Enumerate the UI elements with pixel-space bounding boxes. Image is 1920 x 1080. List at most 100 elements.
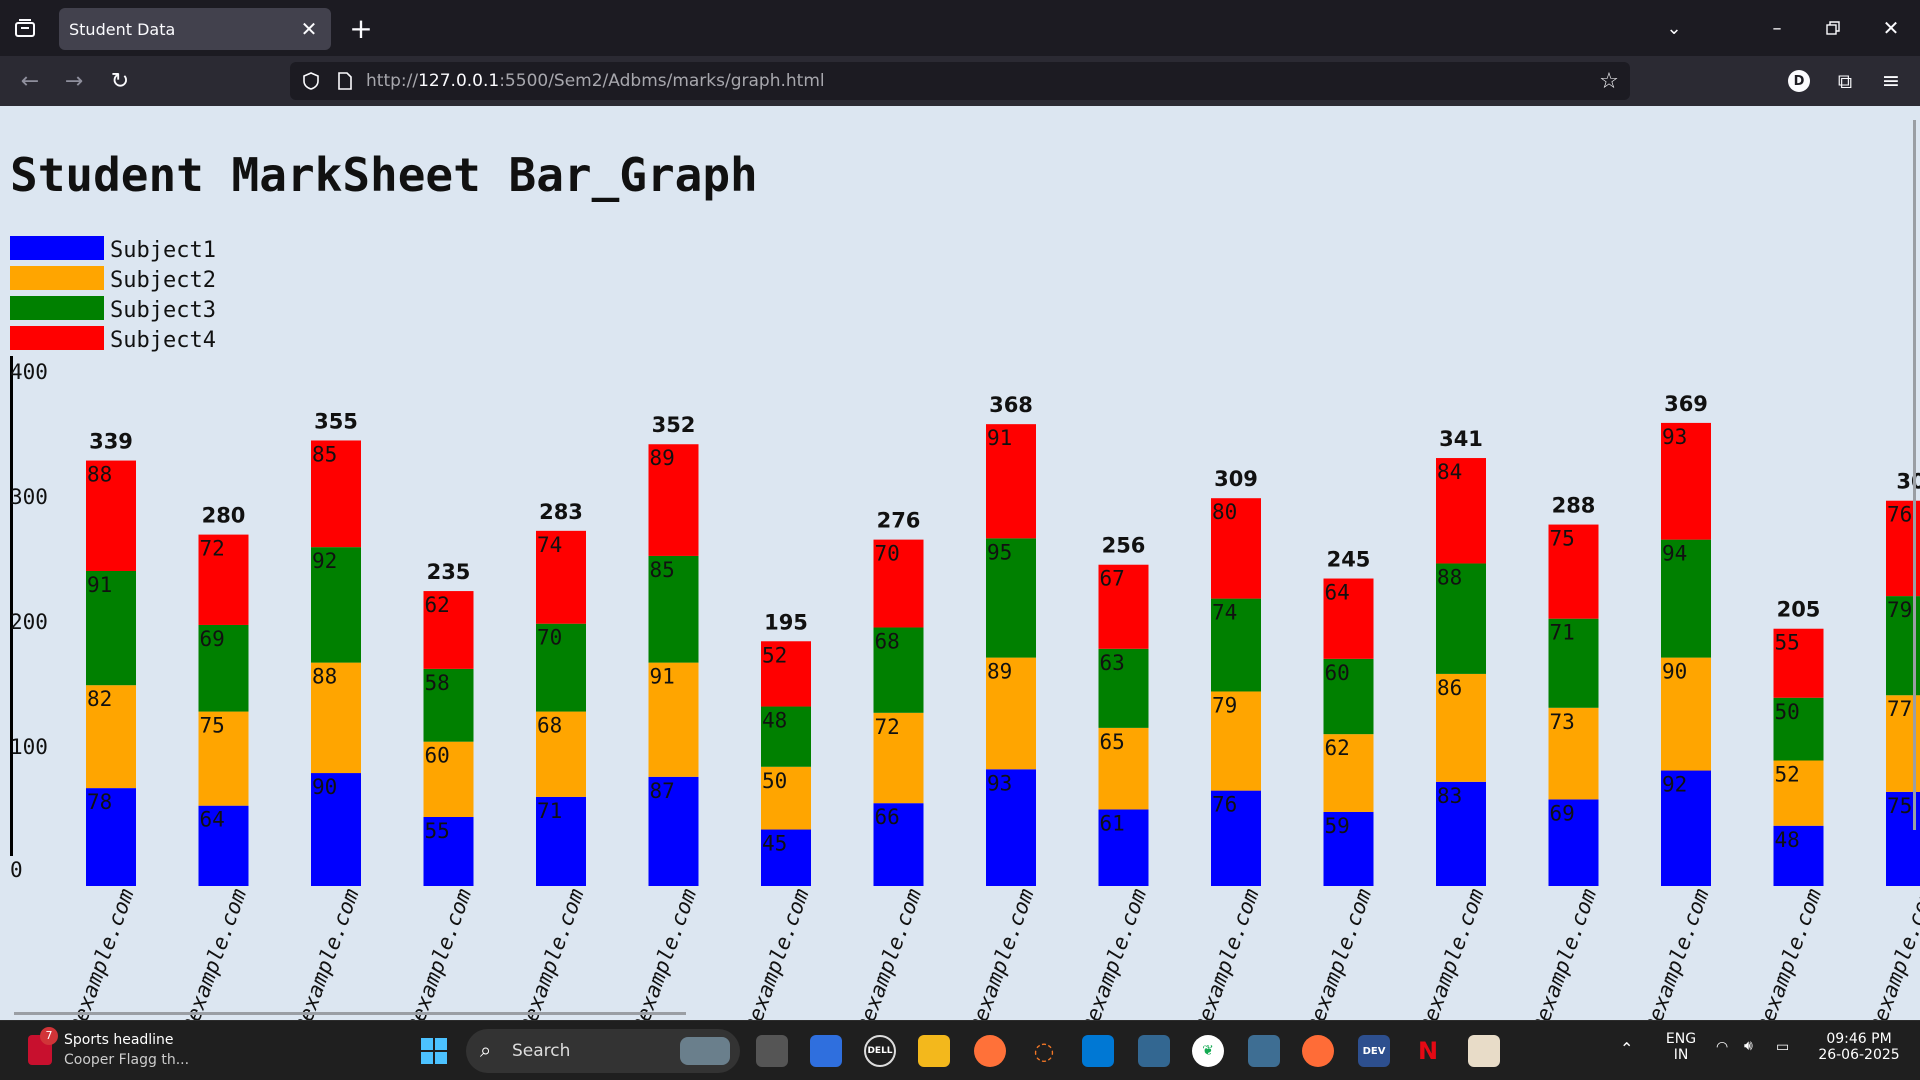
bar-segment (1436, 458, 1486, 564)
bar-segment (1548, 524, 1599, 619)
mongodb-icon[interactable]: ❦ (1192, 1035, 1224, 1067)
bar-segment (198, 534, 249, 625)
y-tick-label: 0 (10, 858, 23, 882)
account-avatar[interactable]: D (1788, 70, 1810, 92)
page-info-icon[interactable] (334, 70, 356, 92)
reload-icon[interactable]: ↻ (110, 68, 130, 94)
postgresql-icon[interactable] (1138, 1035, 1170, 1067)
browser-tab-bar: Student Data ✕ + ⌄ – ✕ (0, 0, 1920, 56)
segment-value-label: 69 (1550, 801, 1575, 825)
segment-value-label: 67 (1100, 567, 1125, 591)
bar-total-label: 195 (764, 610, 808, 634)
segment-value-label: 75 (1550, 527, 1575, 551)
bar-total-label: 352 (652, 413, 696, 437)
bar-segment (423, 668, 474, 742)
segment-value-label: 68 (537, 714, 562, 738)
bar-chart: 78 82 91 88 339 a@example.com 64 75 69 72 280 @exam… (60, 392, 1920, 1020)
close-window-icon[interactable]: ✕ (1882, 16, 1900, 40)
segment-value-label: 87 (650, 779, 675, 803)
news-subtitle: Cooper Flagg th... (64, 1052, 190, 1068)
segment-value-label: 91 (87, 573, 112, 597)
bookmark-star-icon[interactable]: ☆ (1599, 68, 1619, 94)
bar-segment (1436, 781, 1486, 886)
clock[interactable]: 09:46 PM 26-06-2025 (1814, 1031, 1904, 1063)
browser-nav-bar: ← → ↻ http://127.0.0.1:5500/Sem2/Adbms/m… (0, 56, 1920, 106)
mysql-workbench-icon[interactable] (1248, 1035, 1280, 1067)
language-indicator[interactable]: ENG IN (1664, 1031, 1698, 1063)
segment-value-label: 75 (1887, 794, 1912, 818)
bar-segment (1548, 707, 1599, 800)
vertical-scrollbar[interactable] (1913, 120, 1916, 830)
tab-student-data[interactable]: Student Data ✕ (59, 8, 331, 50)
segment-value-label: 92 (312, 549, 337, 573)
bar-total-label: 339 (89, 430, 133, 454)
bar-segment (648, 776, 699, 886)
bar-segment (423, 741, 474, 817)
segment-value-label: 75 (200, 714, 225, 738)
x-axis-email-label: a@example.com (1635, 885, 1714, 1020)
microsoft-store-icon[interactable] (810, 1035, 842, 1067)
bar-segment (86, 788, 136, 886)
x-axis-email-label: @example.com (176, 885, 251, 1020)
bar-segment (648, 444, 699, 556)
bar-segment (311, 440, 361, 548)
extensions-icon[interactable]: ⧉ (1837, 69, 1853, 93)
search-highlight-icon (680, 1037, 730, 1065)
bar-segment (1548, 618, 1599, 708)
devc-icon[interactable]: DEV (1358, 1035, 1390, 1067)
clock-time: 09:46 PM (1826, 1031, 1892, 1047)
netflix-icon[interactable]: N (1417, 1037, 1439, 1065)
restore-icon[interactable] (1818, 14, 1848, 42)
segment-value-label: 91 (650, 665, 675, 689)
bar-segment (1436, 563, 1486, 674)
volume-icon[interactable]: 🔊︎ (1744, 1038, 1753, 1054)
tab-close-icon[interactable]: ✕ (300, 17, 318, 41)
segment-value-label: 48 (762, 709, 787, 733)
bar-total-label: 283 (539, 500, 583, 524)
segment-value-label: 65 (1100, 730, 1125, 754)
bar-segment (423, 591, 474, 669)
start-windows-icon[interactable] (418, 1035, 450, 1067)
firefox-icon[interactable] (974, 1035, 1006, 1067)
forward-icon[interactable]: → (64, 68, 84, 94)
search-icon: ⌕ (480, 1038, 492, 1062)
legend-swatch-subject3 (10, 296, 104, 320)
horizontal-scrollbar[interactable] (14, 1012, 686, 1015)
news-widget[interactable]: 7 Sports headline Cooper Flagg th... (28, 1027, 208, 1073)
dell-icon[interactable]: DELL (864, 1035, 896, 1067)
url-prefix: http:// (366, 71, 419, 91)
address-bar[interactable]: http://127.0.0.1:5500/Sem2/Adbms/marks/g… (290, 62, 1630, 100)
legend-label-subject3: Subject3 (110, 298, 216, 323)
x-axis-email-label: r@example.com (960, 885, 1039, 1020)
bar-total-label: 280 (202, 504, 246, 528)
bar-segment (1661, 770, 1711, 886)
app-icon[interactable] (1468, 1035, 1500, 1067)
new-tab-icon[interactable]: + (349, 11, 373, 45)
vscode-icon[interactable] (1082, 1035, 1114, 1067)
news-badge: 7 (40, 1027, 58, 1045)
bar-segment (86, 460, 136, 571)
file-explorer-icon[interactable] (918, 1035, 950, 1067)
battery-icon[interactable]: ▭ (1776, 1039, 1790, 1055)
shield-icon[interactable] (300, 70, 322, 92)
minimize-icon[interactable]: – (1772, 17, 1782, 39)
wifi-icon[interactable]: ◠ (1716, 1039, 1729, 1055)
postman-icon[interactable] (1302, 1035, 1334, 1067)
task-view-icon[interactable] (756, 1035, 788, 1067)
jupyter-icon[interactable]: ◌ (1033, 1037, 1055, 1065)
segment-value-label: 71 (537, 799, 562, 823)
account-initial: D (1793, 73, 1805, 89)
bar-segment (1323, 811, 1374, 886)
bar-total-label: 309 (1214, 467, 1258, 491)
bar-total-label: 30 (1896, 470, 1920, 494)
bar-segment (873, 627, 924, 713)
segment-value-label: 80 (1212, 500, 1237, 524)
show-hidden-icons[interactable]: ⌃ (1620, 1039, 1634, 1058)
url-host: 127.0.0.1 (418, 71, 500, 91)
taskbar-search[interactable]: ⌕ Search (466, 1029, 740, 1073)
list-all-tabs-icon[interactable]: ⌄ (1666, 17, 1682, 39)
menu-icon[interactable]: ≡ (1881, 68, 1901, 94)
bar-segment (1773, 760, 1824, 826)
back-icon[interactable]: ← (20, 68, 40, 94)
tab-list-icon[interactable] (10, 14, 40, 42)
